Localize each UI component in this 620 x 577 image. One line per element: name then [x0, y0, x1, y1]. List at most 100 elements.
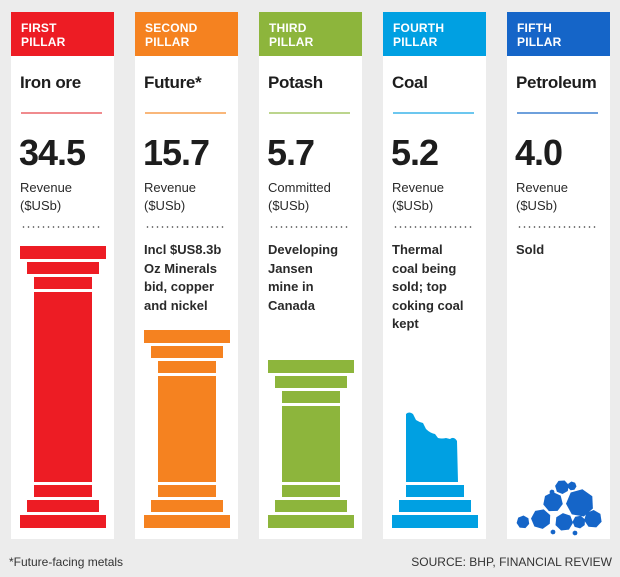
note-line: coking coal: [392, 297, 464, 313]
pillar-card: FIRST PILLAR Iron ore 34.5 Revenue ($USb…: [11, 12, 114, 539]
note-line: bid, copper: [144, 279, 215, 294]
pillar-base-bottom: [268, 515, 354, 528]
pillar-base-bottom: [392, 515, 478, 528]
pillar-header-label: PILLAR: [269, 35, 314, 49]
divider: [21, 112, 102, 114]
dotted-divider: [393, 226, 474, 228]
short-column-icon: [268, 360, 354, 528]
broken-shaft: [406, 412, 458, 482]
pillar-base-top: [158, 485, 216, 497]
rubble-stone: [543, 492, 563, 512]
dotted-divider: [269, 226, 350, 228]
pillar-capital-bottom: [34, 277, 92, 289]
rubble-stone: [566, 489, 593, 517]
pillar-note: Developing Jansen mine in Canada: [268, 241, 338, 315]
pillar-header-label: PILLAR: [393, 35, 438, 49]
medium-column-icon: [144, 330, 230, 528]
pillar-base-bottom: [20, 515, 106, 528]
note-line: Developing: [268, 242, 339, 257]
pillar-metric: Revenue ($USb): [516, 179, 568, 215]
pillar-shaft: [158, 376, 216, 482]
note-line: Oz Minerals: [144, 260, 217, 276]
pillar-header-label: PILLAR: [517, 35, 562, 49]
metric-unit: ($USb): [144, 198, 186, 213]
pillar-base-top: [34, 485, 92, 497]
note-line: mine in: [268, 279, 314, 294]
metric-label: Revenue: [516, 180, 569, 195]
pillar-header-label: PILLAR: [21, 35, 66, 49]
rubble-stone: [572, 530, 578, 536]
note-line: kept: [392, 316, 419, 331]
pillar-header-ordinal: FIFTH: [517, 21, 552, 35]
note-line: sold; top: [392, 279, 447, 294]
pillar-shaft: [282, 406, 340, 482]
rubble-stone: [567, 481, 577, 491]
rubble-stone: [555, 480, 569, 494]
divider: [145, 112, 226, 114]
pillar-capital-bottom: [282, 391, 340, 403]
pillar-note: Sold: [516, 241, 544, 260]
note-line: Sold: [516, 242, 545, 257]
pillar-capital-top: [20, 246, 106, 259]
pillar-header: FIRST PILLAR: [11, 12, 114, 56]
pillar-base-bottom: [144, 515, 230, 528]
note-line: Incl $US8.3b: [144, 242, 222, 257]
metric-label: Revenue: [392, 180, 445, 195]
note-line: Thermal: [392, 242, 443, 257]
metric-label: Committed: [268, 180, 331, 195]
pillar-value: 34.5: [19, 132, 86, 173]
metric-unit: ($USb): [516, 198, 558, 213]
pillar-name: Coal: [392, 73, 428, 92]
rubble-stone: [550, 529, 556, 535]
pillar-card: FOURTH PILLAR Coal 5.2 Revenue ($USb) Th…: [383, 12, 486, 539]
pillar-card: SECOND PILLAR Future* 15.7 Revenue ($USb…: [135, 12, 238, 539]
rubble-stone: [572, 515, 585, 529]
pillar-capital-middle: [27, 262, 99, 274]
rubble-stone: [584, 510, 602, 528]
pillar-header-ordinal: FIRST: [21, 21, 57, 35]
full-column-icon: [20, 246, 106, 528]
broken-column-icon: [392, 412, 478, 528]
pillar-name: Potash: [268, 73, 323, 92]
metric-label: Revenue: [20, 180, 73, 195]
dotted-divider: [21, 226, 102, 228]
pillar-header: FOURTH PILLAR: [383, 12, 486, 56]
pillar-base-top: [282, 485, 340, 497]
pillar-header: THIRD PILLAR: [259, 12, 362, 56]
dotted-divider: [517, 226, 598, 228]
rubble-stone: [549, 489, 555, 495]
pillar-header-ordinal: FOURTH: [393, 21, 445, 35]
pillar-value: 5.7: [267, 132, 315, 173]
divider: [269, 112, 350, 114]
pillar-name: Iron ore: [20, 73, 81, 92]
metric-unit: ($USb): [20, 198, 62, 213]
pillar-header: SECOND PILLAR: [135, 12, 238, 56]
note-line: and nickel: [144, 297, 208, 313]
dotted-divider: [145, 226, 226, 228]
rubble-stone: [531, 509, 551, 529]
pillar-value: 4.0: [515, 132, 563, 173]
pillar-metric: Revenue ($USb): [144, 179, 196, 215]
pillar-header: FIFTH PILLAR: [507, 12, 610, 56]
rubble-stone: [555, 513, 573, 531]
metric-unit: ($USb): [392, 198, 434, 213]
pillar-base-middle: [399, 500, 471, 512]
pillar-base-middle: [151, 500, 223, 512]
note-line: coal being: [392, 260, 457, 276]
pillar-base-middle: [27, 500, 99, 512]
pillar-name: Petroleum: [516, 73, 597, 92]
source-credit: SOURCE: BHP, FINANCIAL REVIEW: [411, 555, 612, 569]
metric-label: Revenue: [144, 180, 197, 195]
pillar-metric: Revenue ($USb): [392, 179, 444, 215]
note-line: Jansen: [268, 260, 313, 276]
pillar-value: 5.2: [391, 132, 439, 173]
pillar-header-label: PILLAR: [145, 35, 190, 49]
divider: [517, 112, 598, 114]
pillar-capital-top: [268, 360, 354, 373]
pillar-card: FIFTH PILLAR Petroleum 4.0 Revenue ($USb…: [507, 12, 610, 539]
rubble-icon: [516, 480, 602, 536]
pillar-note: Thermal coal being sold; top coking coal kep…: [392, 241, 464, 334]
pillar-shaft: [34, 292, 92, 482]
pillar-header-ordinal: THIRD: [269, 21, 307, 35]
footnote: *Future-facing metals: [9, 555, 124, 569]
